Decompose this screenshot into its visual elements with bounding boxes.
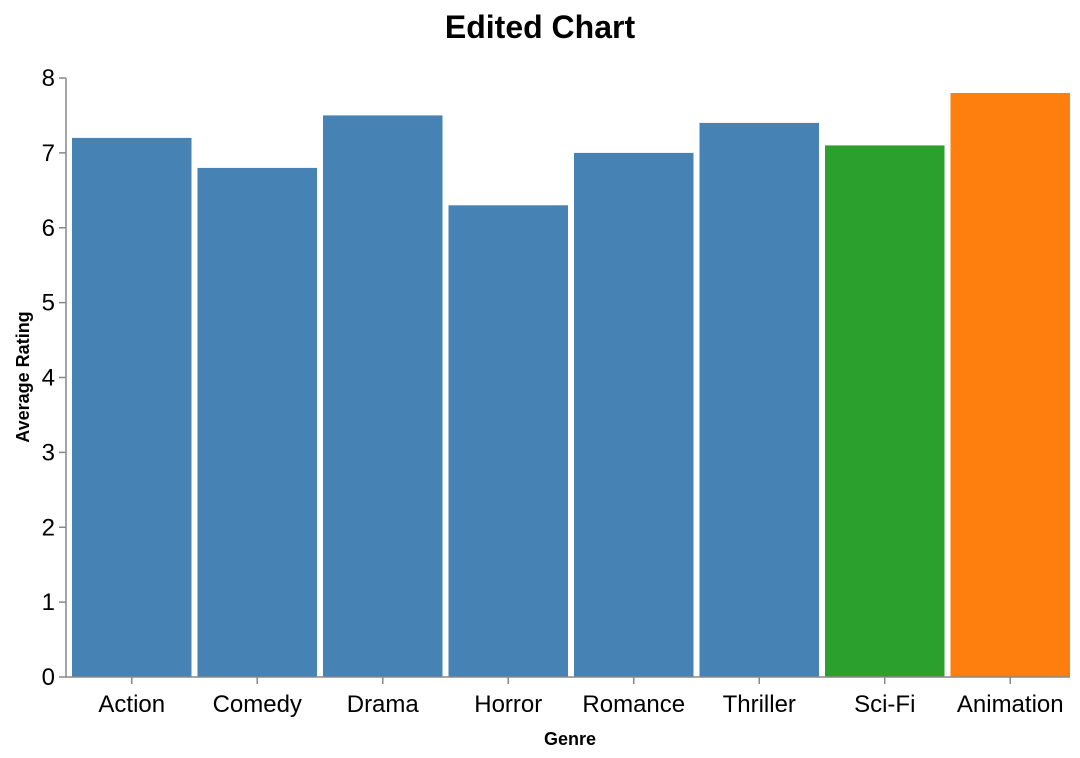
bar-drama xyxy=(323,115,443,677)
x-axis: Action Comedy Drama Horror Romance Thriller Sc… xyxy=(66,676,1070,718)
x-tick-label: Thriller xyxy=(723,691,796,718)
y-tick-label: 4 xyxy=(42,365,55,392)
bars-group xyxy=(72,93,1070,678)
x-tick-label: Romance xyxy=(582,691,685,718)
bar-animation xyxy=(950,93,1070,677)
x-tick-label: Drama xyxy=(347,691,420,718)
y-tick-label: 3 xyxy=(42,439,55,466)
y-axis: 0 1 2 3 4 5 6 7 8 xyxy=(42,65,67,691)
chart-title: Edited Chart xyxy=(445,9,636,45)
y-tick-label: 8 xyxy=(42,65,55,92)
bar-romance xyxy=(574,152,694,677)
y-tick-label: 2 xyxy=(42,514,55,541)
x-tick-label: Sci-Fi xyxy=(854,691,915,718)
y-tick-label: 7 xyxy=(42,140,55,167)
y-tick-label: 1 xyxy=(42,589,55,616)
bar-action xyxy=(72,137,192,677)
y-tick-label: 0 xyxy=(42,664,55,691)
y-tick-label: 6 xyxy=(42,215,55,242)
bar-horror xyxy=(448,205,568,678)
y-axis-title: Average Rating xyxy=(13,311,33,442)
x-tick-label: Comedy xyxy=(213,691,302,718)
y-tick-label: 5 xyxy=(42,290,55,317)
x-axis-title: Genre xyxy=(544,729,596,749)
bar-sci-fi xyxy=(825,145,945,677)
x-tick-label: Horror xyxy=(474,691,542,718)
bar-comedy xyxy=(197,167,317,677)
bar-thriller xyxy=(699,122,819,677)
x-tick-label: Action xyxy=(98,691,165,718)
x-tick-label: Animation xyxy=(957,691,1064,718)
